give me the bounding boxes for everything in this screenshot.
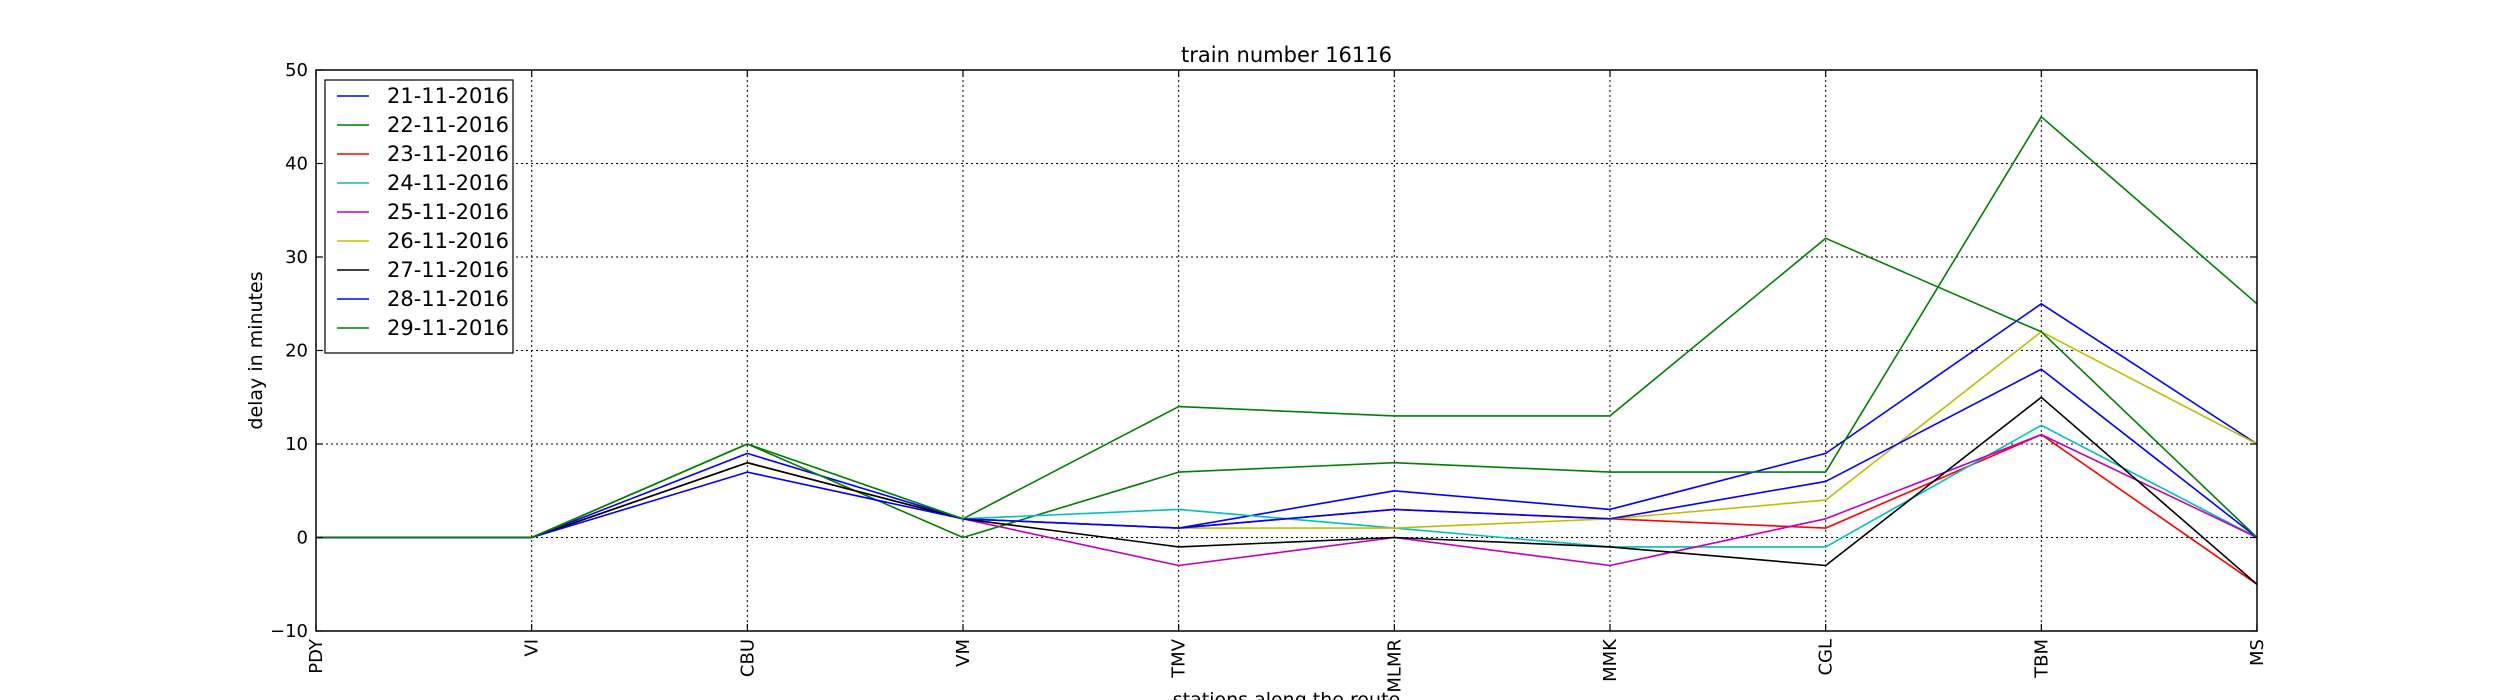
- y-tick-label: 20: [285, 341, 308, 362]
- x-tick-label: TBM: [2031, 639, 2052, 679]
- y-tick-label: 0: [297, 528, 308, 549]
- y-tick-label: 50: [285, 60, 308, 81]
- x-tick-label: MLMR: [1384, 639, 1405, 693]
- series-line-26-11-2016: [316, 330, 2258, 539]
- series-line-29-11-2016: [316, 237, 2258, 539]
- x-axis-title: stations along the route: [1173, 689, 1400, 700]
- legend-label: 26-11-2016: [387, 229, 509, 253]
- legend-label: 25-11-2016: [387, 200, 509, 224]
- series-line-22-11-2016: [316, 116, 2258, 539]
- x-tick-label: CBU: [737, 639, 758, 677]
- axis-ticks: −10 0 10 20 30 40 50 PDY VI CBU VM TMV MLMR MMK CGL TBM…: [270, 60, 2268, 693]
- y-tick-label: 40: [285, 154, 308, 175]
- x-tick-label: PDY: [306, 638, 327, 674]
- series-line-25-11-2016: [316, 433, 2258, 567]
- legend-label: 22-11-2016: [387, 113, 509, 137]
- chart-title: train number 16116: [1181, 43, 1392, 67]
- legend-label: 21-11-2016: [387, 84, 509, 108]
- x-tick-label: TMV: [1169, 638, 1190, 679]
- legend-label: 29-11-2016: [387, 316, 509, 340]
- series-lines: [316, 116, 2258, 585]
- series-line-21-11-2016: [316, 302, 2258, 539]
- legend-label: 23-11-2016: [387, 142, 509, 166]
- x-tick-label: VI: [522, 639, 543, 657]
- y-tick-label: −10: [270, 621, 308, 642]
- legend-label: 27-11-2016: [387, 258, 509, 282]
- x-tick-label: CGL: [1816, 639, 1837, 676]
- series-line-28-11-2016: [316, 368, 2258, 539]
- y-axis-title: delay in minutes: [245, 271, 267, 429]
- x-tick-label: VM: [953, 639, 974, 667]
- x-tick-label: MMK: [1600, 638, 1621, 682]
- series-line-27-11-2016: [316, 396, 2258, 585]
- y-tick-label: 30: [285, 247, 308, 268]
- grid-lines: [315, 69, 2258, 632]
- legend: 21-11-2016 22-11-2016 23-11-2016 24-11-2016…: [324, 79, 514, 354]
- legend-label: 28-11-2016: [387, 287, 509, 311]
- y-tick-label: 10: [285, 434, 308, 455]
- x-tick-label: MS: [2247, 639, 2268, 666]
- legend-label: 24-11-2016: [387, 171, 509, 195]
